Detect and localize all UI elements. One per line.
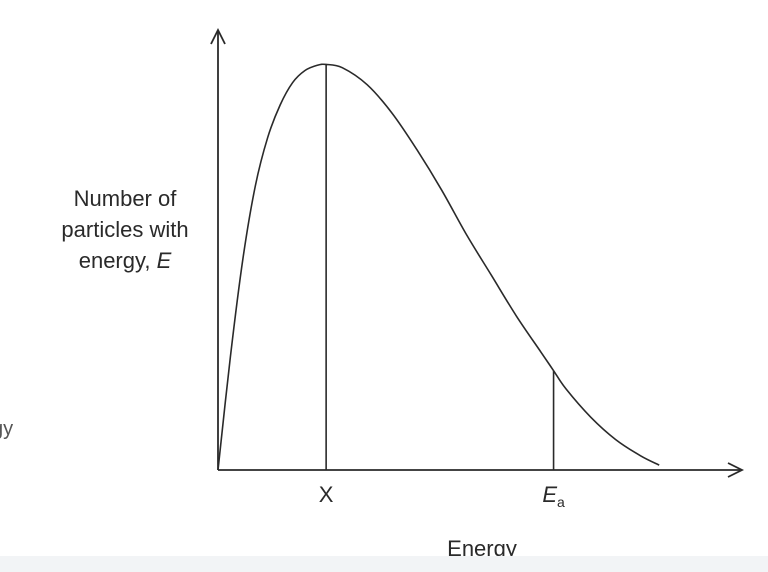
y-axis-label-line-1: Number of <box>73 186 177 211</box>
y-axis-label: Number of particles with energy, E <box>40 183 210 276</box>
distribution-curve <box>217 63 660 471</box>
cropped-edge-text: gy <box>0 418 14 440</box>
y-axis-label-line-3-text: energy, <box>78 248 157 273</box>
y-axis-arrowhead <box>210 27 226 45</box>
y-axis-label-line-3: energy, E <box>40 245 210 276</box>
x-tick-label-Ea-subscript: a <box>557 494 565 510</box>
x-tick-label-X: X <box>319 482 334 507</box>
x-tick-label-Ea: Ea <box>542 482 565 510</box>
y-axis-label-line-2: particles with <box>61 217 189 242</box>
x-axis-arrowhead <box>727 462 745 478</box>
bottom-strip <box>0 556 768 572</box>
y-axis-label-energy-symbol: E <box>156 248 172 273</box>
x-tick-label-Ea-symbol: E <box>542 482 557 507</box>
